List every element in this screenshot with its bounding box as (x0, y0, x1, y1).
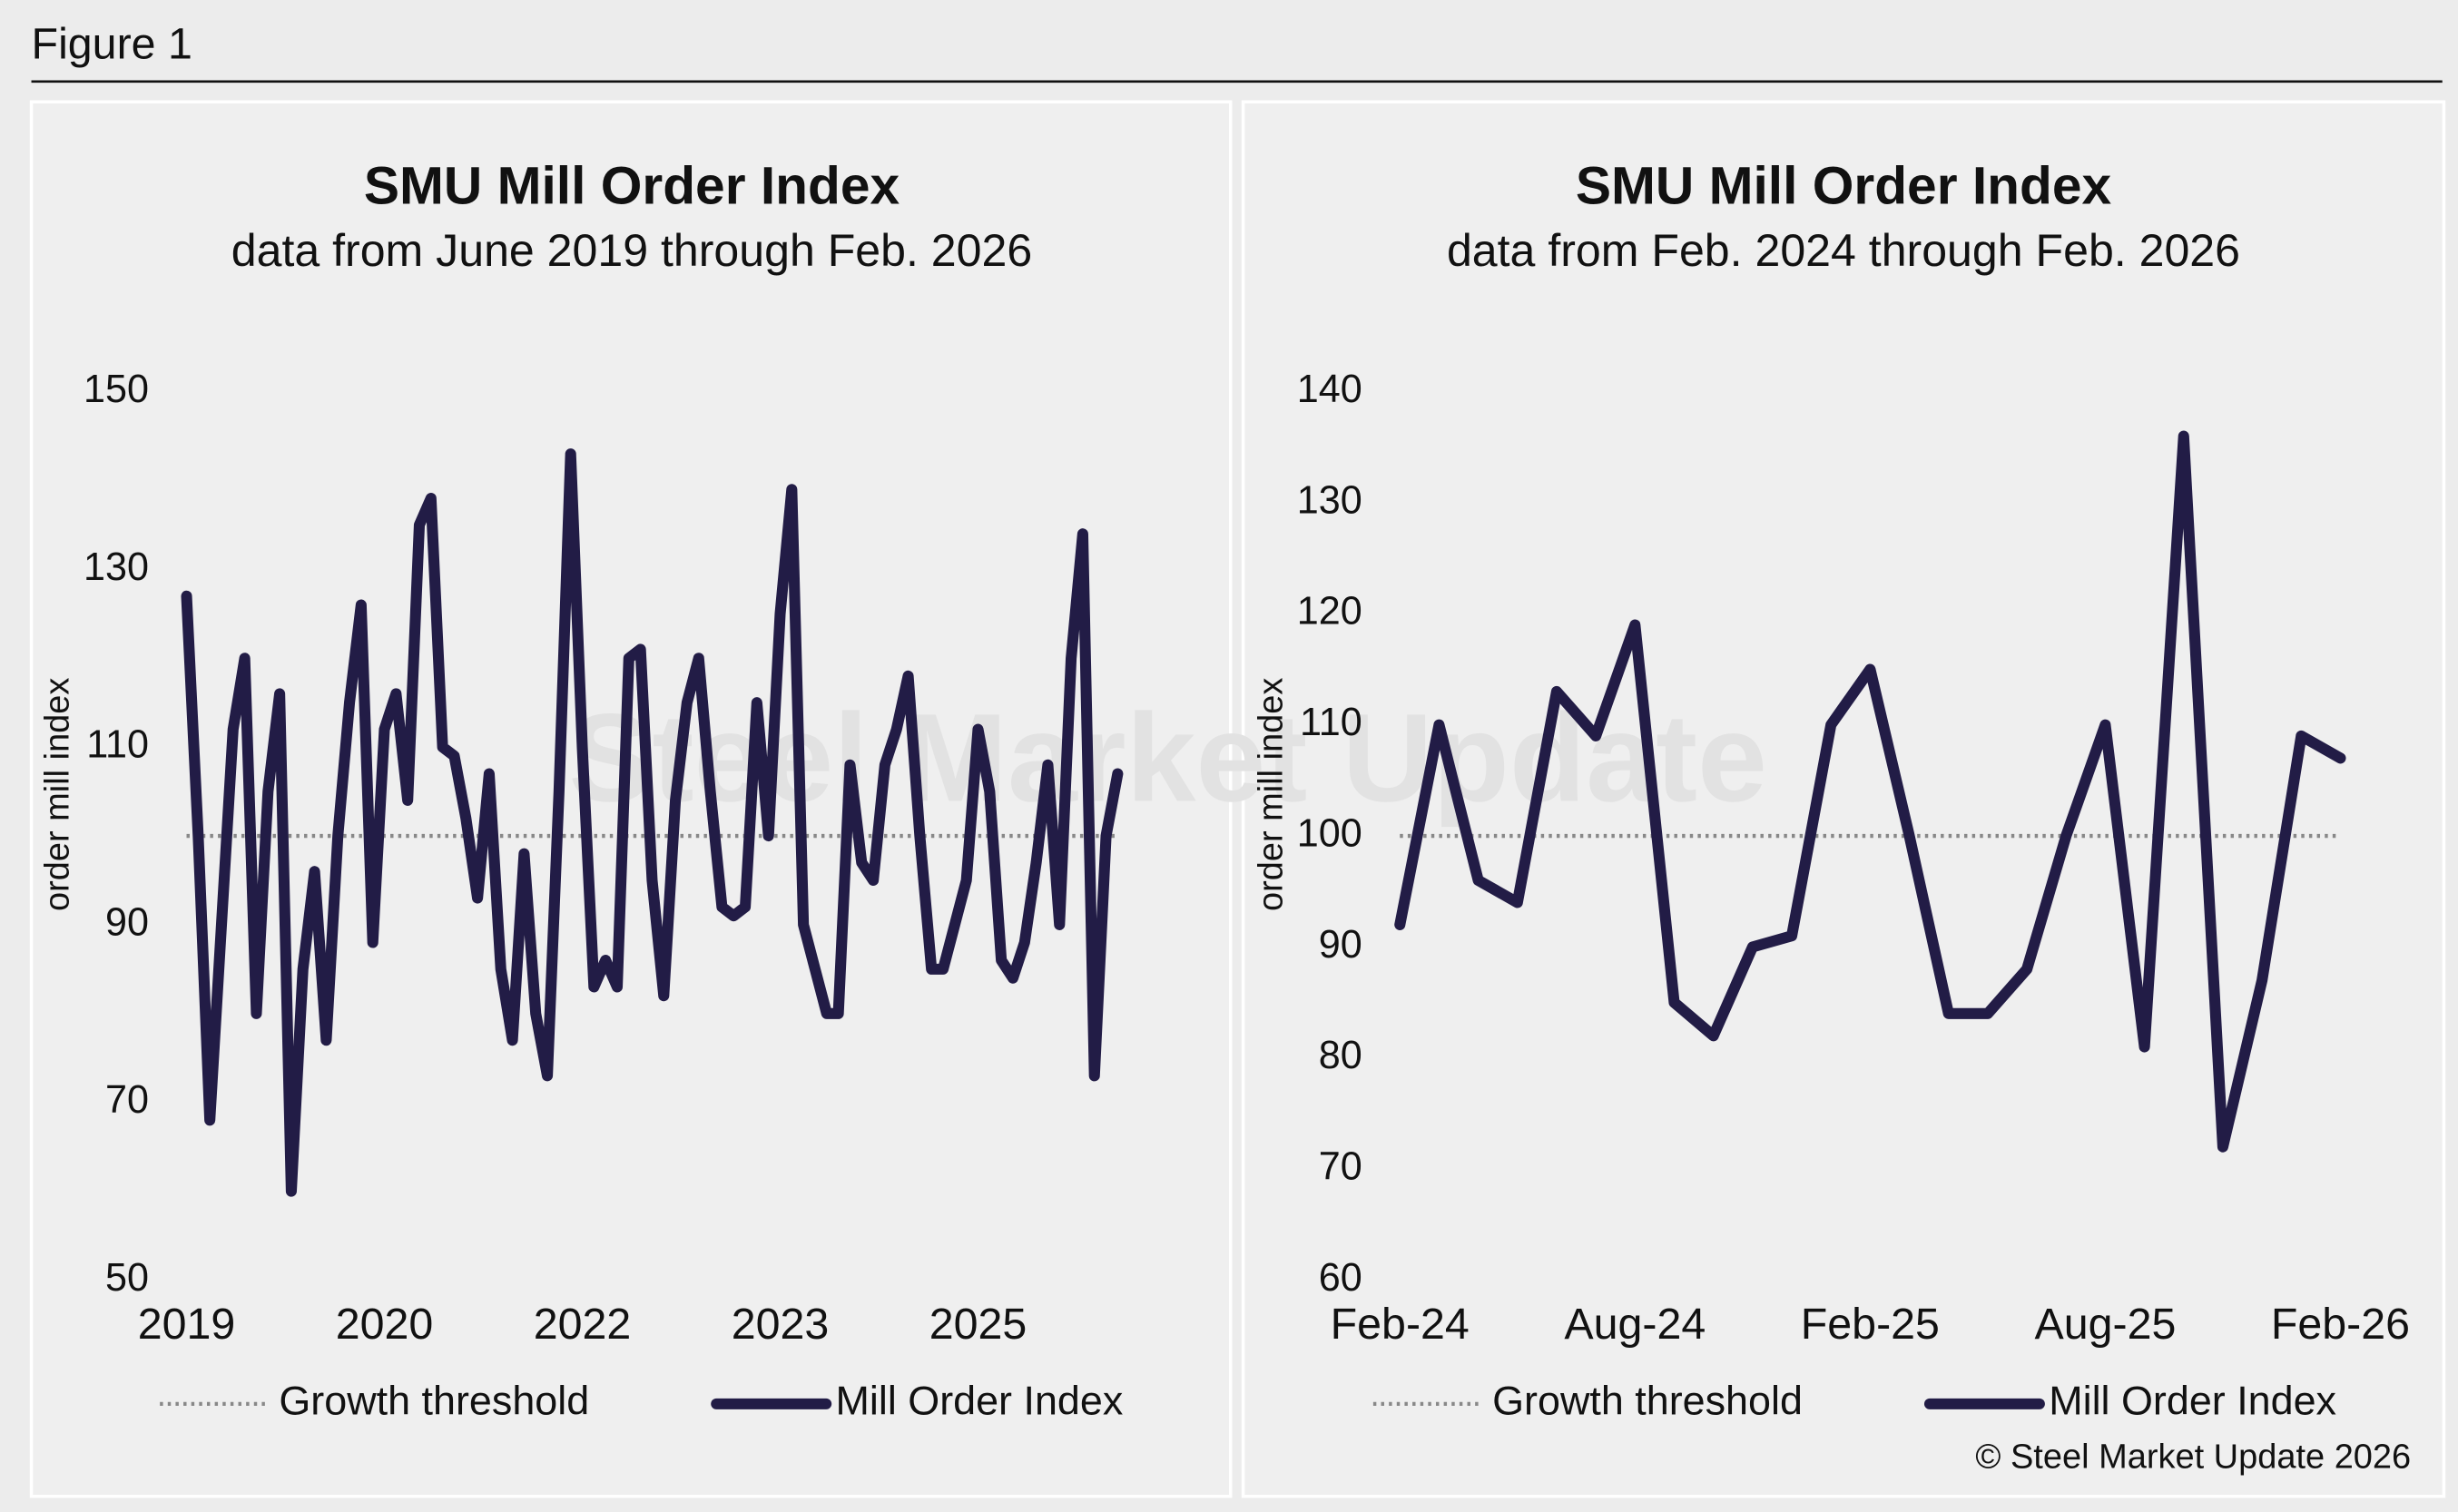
legend-label: Growth threshold (1492, 1378, 1803, 1424)
y-tick-label: 110 (1300, 701, 1362, 744)
y-tick-label: 70 (105, 1078, 149, 1122)
y-tick-label: 140 (1297, 368, 1362, 411)
chart-subtitle: data from June 2019 through Feb. 2026 (231, 225, 1032, 276)
x-tick-label: Feb-25 (1801, 1300, 1940, 1349)
y-tick-label: 150 (84, 368, 149, 411)
x-tick-label: 2023 (732, 1300, 830, 1349)
y-tick-label: 90 (105, 900, 149, 944)
legend-label: Growth threshold (279, 1378, 589, 1424)
x-tick-label: Aug-25 (2034, 1300, 2176, 1349)
x-tick-label: 2019 (138, 1300, 236, 1349)
x-tick-label: Feb-26 (2271, 1300, 2410, 1349)
chart-title: SMU Mill Order Index (364, 156, 900, 215)
y-axis-label: order mill index (39, 678, 77, 911)
y-tick-label: 130 (1297, 478, 1362, 522)
chart-subtitle: data from Feb. 2024 through Feb. 2026 (1447, 225, 2240, 276)
x-tick-label: Feb-24 (1331, 1300, 1470, 1349)
series-line (181, 448, 1124, 1197)
figure-title: Figure 1 (32, 20, 192, 69)
source: © Steel Market Update 2026 (1975, 1438, 2411, 1476)
y-tick-label: 90 (1319, 923, 1362, 967)
x-tick-label: Aug-24 (1564, 1300, 1706, 1349)
y-tick-label: 100 (1297, 811, 1362, 855)
series-line (1394, 430, 2346, 1153)
y-tick-label: 80 (1319, 1034, 1362, 1077)
panel (1241, 100, 2446, 1498)
y-axis-label: order mill index (1252, 678, 1290, 911)
x-tick-label: 2020 (336, 1300, 434, 1349)
y-tick-label: 110 (86, 723, 149, 767)
y-tick-label: 120 (1297, 590, 1362, 633)
y-tick-label: 60 (1319, 1256, 1362, 1300)
chart-title: SMU Mill Order Index (1576, 156, 2112, 215)
x-tick-label: 2025 (929, 1300, 1027, 1349)
y-tick-label: 70 (1319, 1145, 1362, 1189)
x-tick-label: 2022 (534, 1300, 632, 1349)
y-tick-label: 50 (105, 1256, 149, 1300)
y-tick-label: 130 (84, 545, 149, 589)
legend-label: Mill Order Index (2049, 1378, 2336, 1424)
legend-label: Mill Order Index (836, 1378, 1124, 1424)
